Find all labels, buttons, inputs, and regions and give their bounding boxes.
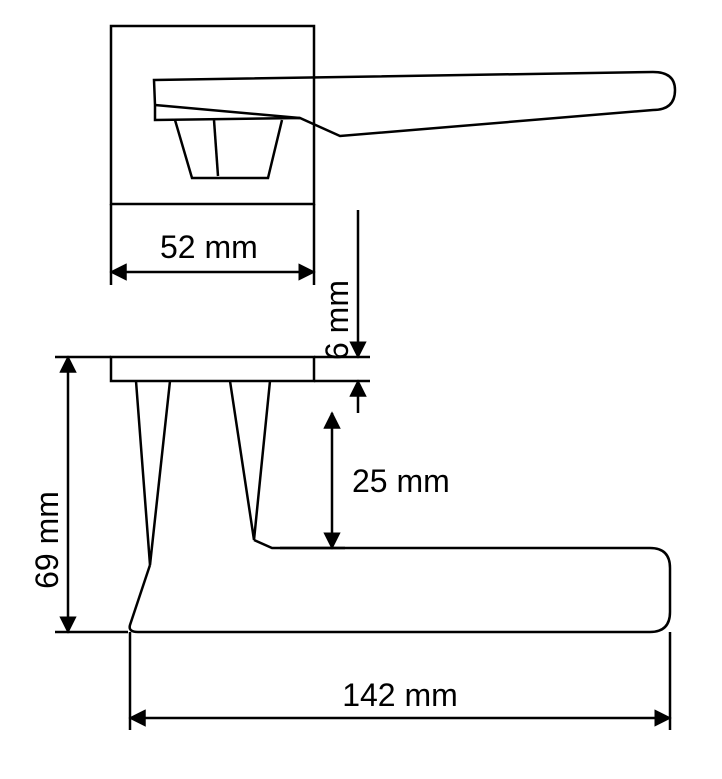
label-25mm: 25 mm bbox=[352, 463, 450, 499]
label-142mm: 142 mm bbox=[342, 677, 458, 713]
dimension-25mm bbox=[280, 413, 345, 548]
technical-drawing: 52 mm 6 mm 25 mm 69 mm 142 mm bbox=[0, 0, 722, 779]
dimension-69mm bbox=[55, 357, 128, 632]
label-69mm: 69 mm bbox=[29, 491, 65, 589]
label-52mm: 52 mm bbox=[160, 229, 258, 265]
top-view bbox=[111, 26, 675, 204]
label-6mm: 6 mm bbox=[319, 280, 355, 360]
